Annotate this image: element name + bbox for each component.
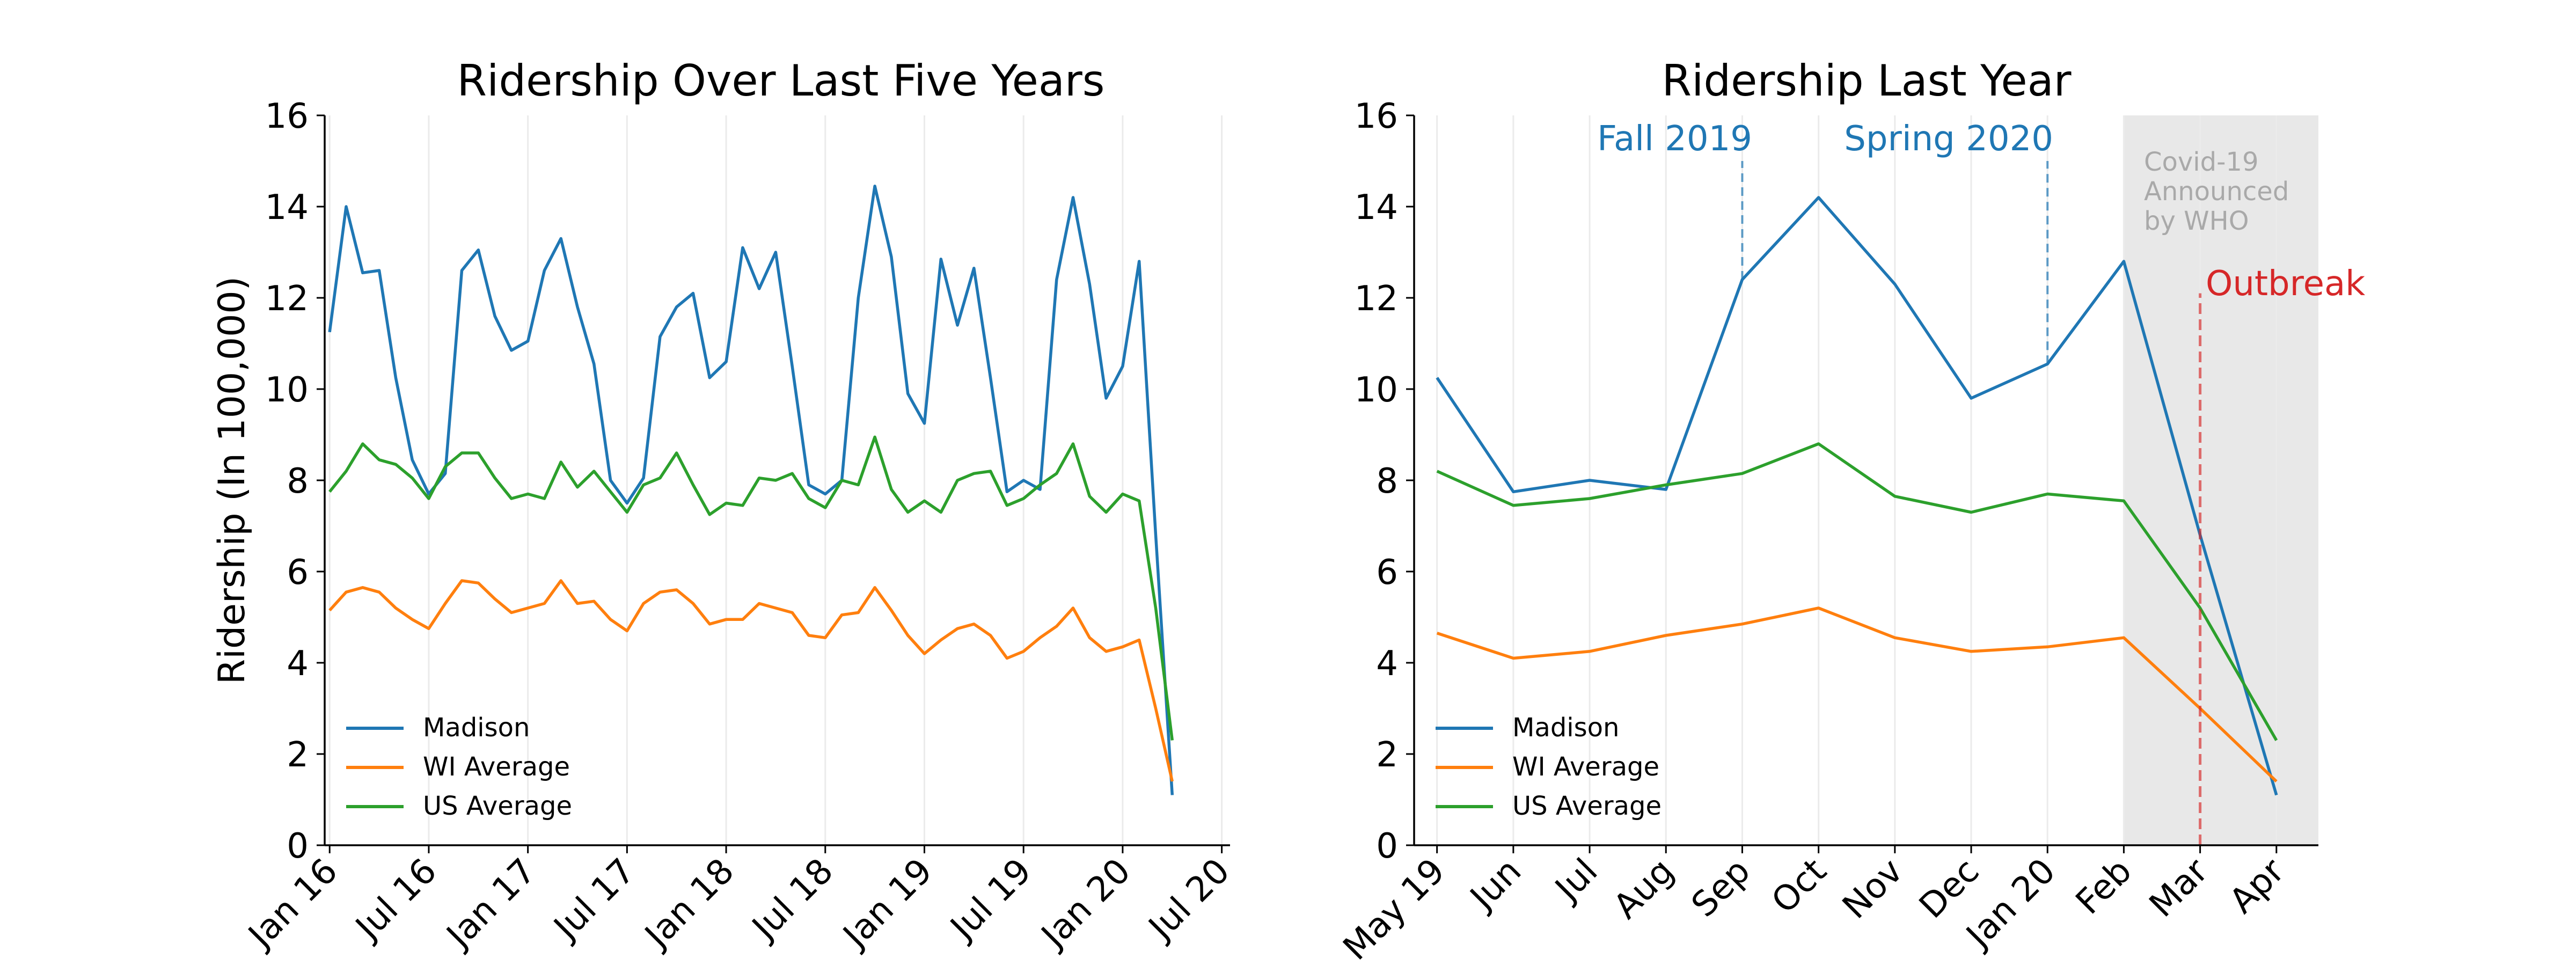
y-tick-label: 16 [1355, 97, 1398, 136]
y-tick-label: 10 [265, 370, 309, 410]
series-line-madison [328, 185, 1174, 795]
legend-label-wi: WI Average [1512, 752, 1659, 782]
y-tick-label: 4 [287, 644, 309, 684]
y-tick-label: 0 [287, 826, 309, 866]
axes [1406, 114, 2318, 853]
legend: Madison WI Average US Average [1436, 713, 1662, 821]
y-tick-label: 14 [265, 188, 309, 228]
series-line-madison [1436, 196, 2278, 796]
annotation-covid-line-3: by WHO [2144, 206, 2249, 236]
chart-title: Ridership Last Year [1662, 56, 2072, 106]
axes [317, 114, 1230, 853]
legend-label-wi: WI Average [423, 752, 570, 782]
plot-lines [1436, 196, 2278, 796]
y-tick-label: 16 [265, 97, 309, 136]
legend-label-us: US Average [423, 791, 572, 821]
series-line-us [1436, 442, 2278, 741]
legend-label-madison: Madison [423, 713, 530, 743]
annotation-fall-2019: Fall 2019 [1597, 119, 1752, 159]
y-axis-label: Ridership (In 100,000) [211, 276, 253, 684]
annotation-covid-line-1: Covid-19 [2144, 147, 2259, 177]
covid-shaded-region [2124, 115, 2318, 845]
y-tick-label: 8 [1376, 462, 1398, 501]
annotation-outbreak: Outbreak [2206, 264, 2365, 304]
series-line-us [328, 435, 1174, 741]
y-tick-label: 0 [1376, 826, 1398, 866]
legend-label-madison: Madison [1512, 713, 1619, 743]
y-tick-labels: 0 2 4 6 8 10 12 14 16 [1355, 97, 1398, 866]
annotation-spring-2020: Spring 2020 [1844, 119, 2053, 159]
y-tick-label: 4 [1376, 644, 1398, 684]
y-tick-label: 10 [1355, 370, 1398, 410]
annotation-covid-line-2: Announced [2144, 177, 2289, 207]
y-tick-label: 8 [287, 462, 309, 501]
y-tick-label: 2 [287, 735, 309, 775]
y-tick-label: 2 [1376, 735, 1398, 775]
legend-label-us: US Average [1512, 791, 1662, 821]
y-tick-label: 6 [287, 553, 309, 592]
marker-lines [1741, 161, 2202, 845]
grid [328, 115, 1223, 845]
y-tick-labels: 0 2 4 6 8 10 12 14 16 [265, 97, 309, 866]
series-line-wi [1436, 606, 2278, 782]
chart-title: Ridership Over Last Five Years [457, 56, 1105, 106]
plot-lines [328, 185, 1174, 795]
y-tick-label: 12 [265, 279, 309, 319]
series-line-wi [328, 579, 1174, 782]
y-tick-label: 6 [1376, 553, 1398, 592]
legend: Madison WI Average US Average [346, 713, 572, 821]
y-tick-label: 14 [1355, 188, 1398, 228]
y-tick-label: 12 [1355, 279, 1398, 319]
